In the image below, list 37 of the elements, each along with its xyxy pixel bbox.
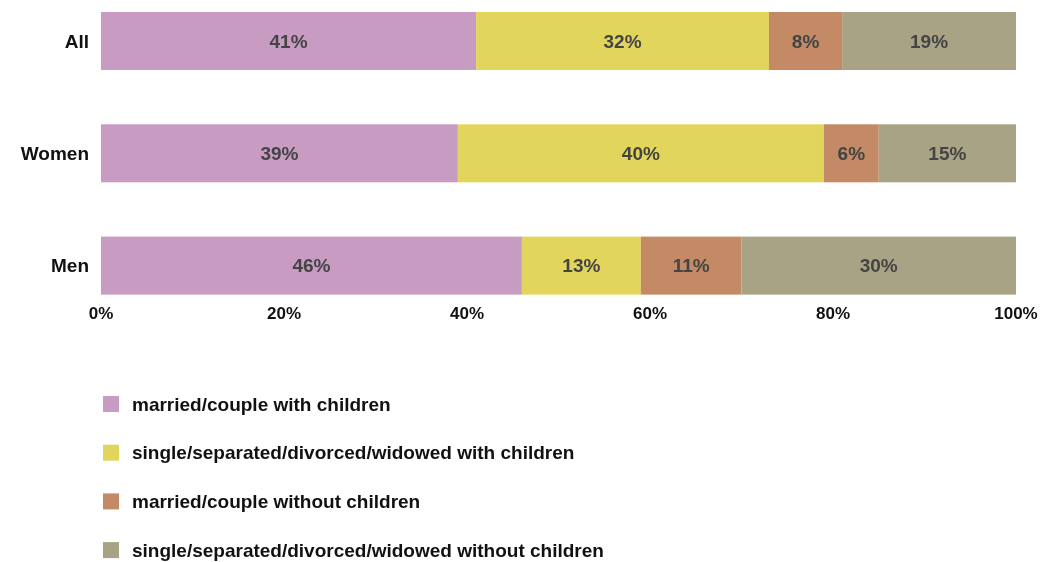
bar xyxy=(823,124,879,183)
bar xyxy=(521,236,641,295)
data-label: 39% xyxy=(260,142,299,164)
x-tick-label: 40% xyxy=(449,303,485,323)
bar xyxy=(457,124,824,183)
bar xyxy=(476,12,769,70)
bar xyxy=(640,236,742,295)
bar xyxy=(741,236,1016,295)
bar xyxy=(101,236,522,295)
x-tick-label: 100% xyxy=(994,303,1038,323)
x-tick-label: 80% xyxy=(815,303,851,323)
bar xyxy=(101,12,477,70)
y-tick-label: Men xyxy=(51,255,89,277)
data-label: 40% xyxy=(621,142,660,164)
bar xyxy=(101,124,458,183)
bar xyxy=(768,12,843,70)
data-label: 46% xyxy=(292,255,331,277)
x-tick-label: 60% xyxy=(632,303,668,323)
data-label: 19% xyxy=(910,30,949,52)
x-tick-label: 20% xyxy=(266,303,302,323)
data-label: 32% xyxy=(603,30,642,52)
data-label: 30% xyxy=(859,255,898,277)
legend-label: single/separated/divorced/widowed with children xyxy=(132,442,575,464)
x-tick-label: 0% xyxy=(88,303,114,323)
bar xyxy=(842,12,1016,70)
data-label: 6% xyxy=(837,142,866,164)
y-tick-label: All xyxy=(64,30,89,52)
data-label: 41% xyxy=(269,30,308,52)
legend-label: married/couple without children xyxy=(132,490,421,512)
data-label: 13% xyxy=(562,255,601,277)
bar xyxy=(878,124,1016,183)
data-label: 11% xyxy=(672,255,710,277)
data-label: 15% xyxy=(928,142,967,164)
legend-label: single/separated/divorced/widowed without children xyxy=(132,539,604,561)
legend-label: married/couple with children xyxy=(132,393,391,415)
data-label: 8% xyxy=(791,30,820,52)
y-tick-label: Women xyxy=(20,142,89,164)
